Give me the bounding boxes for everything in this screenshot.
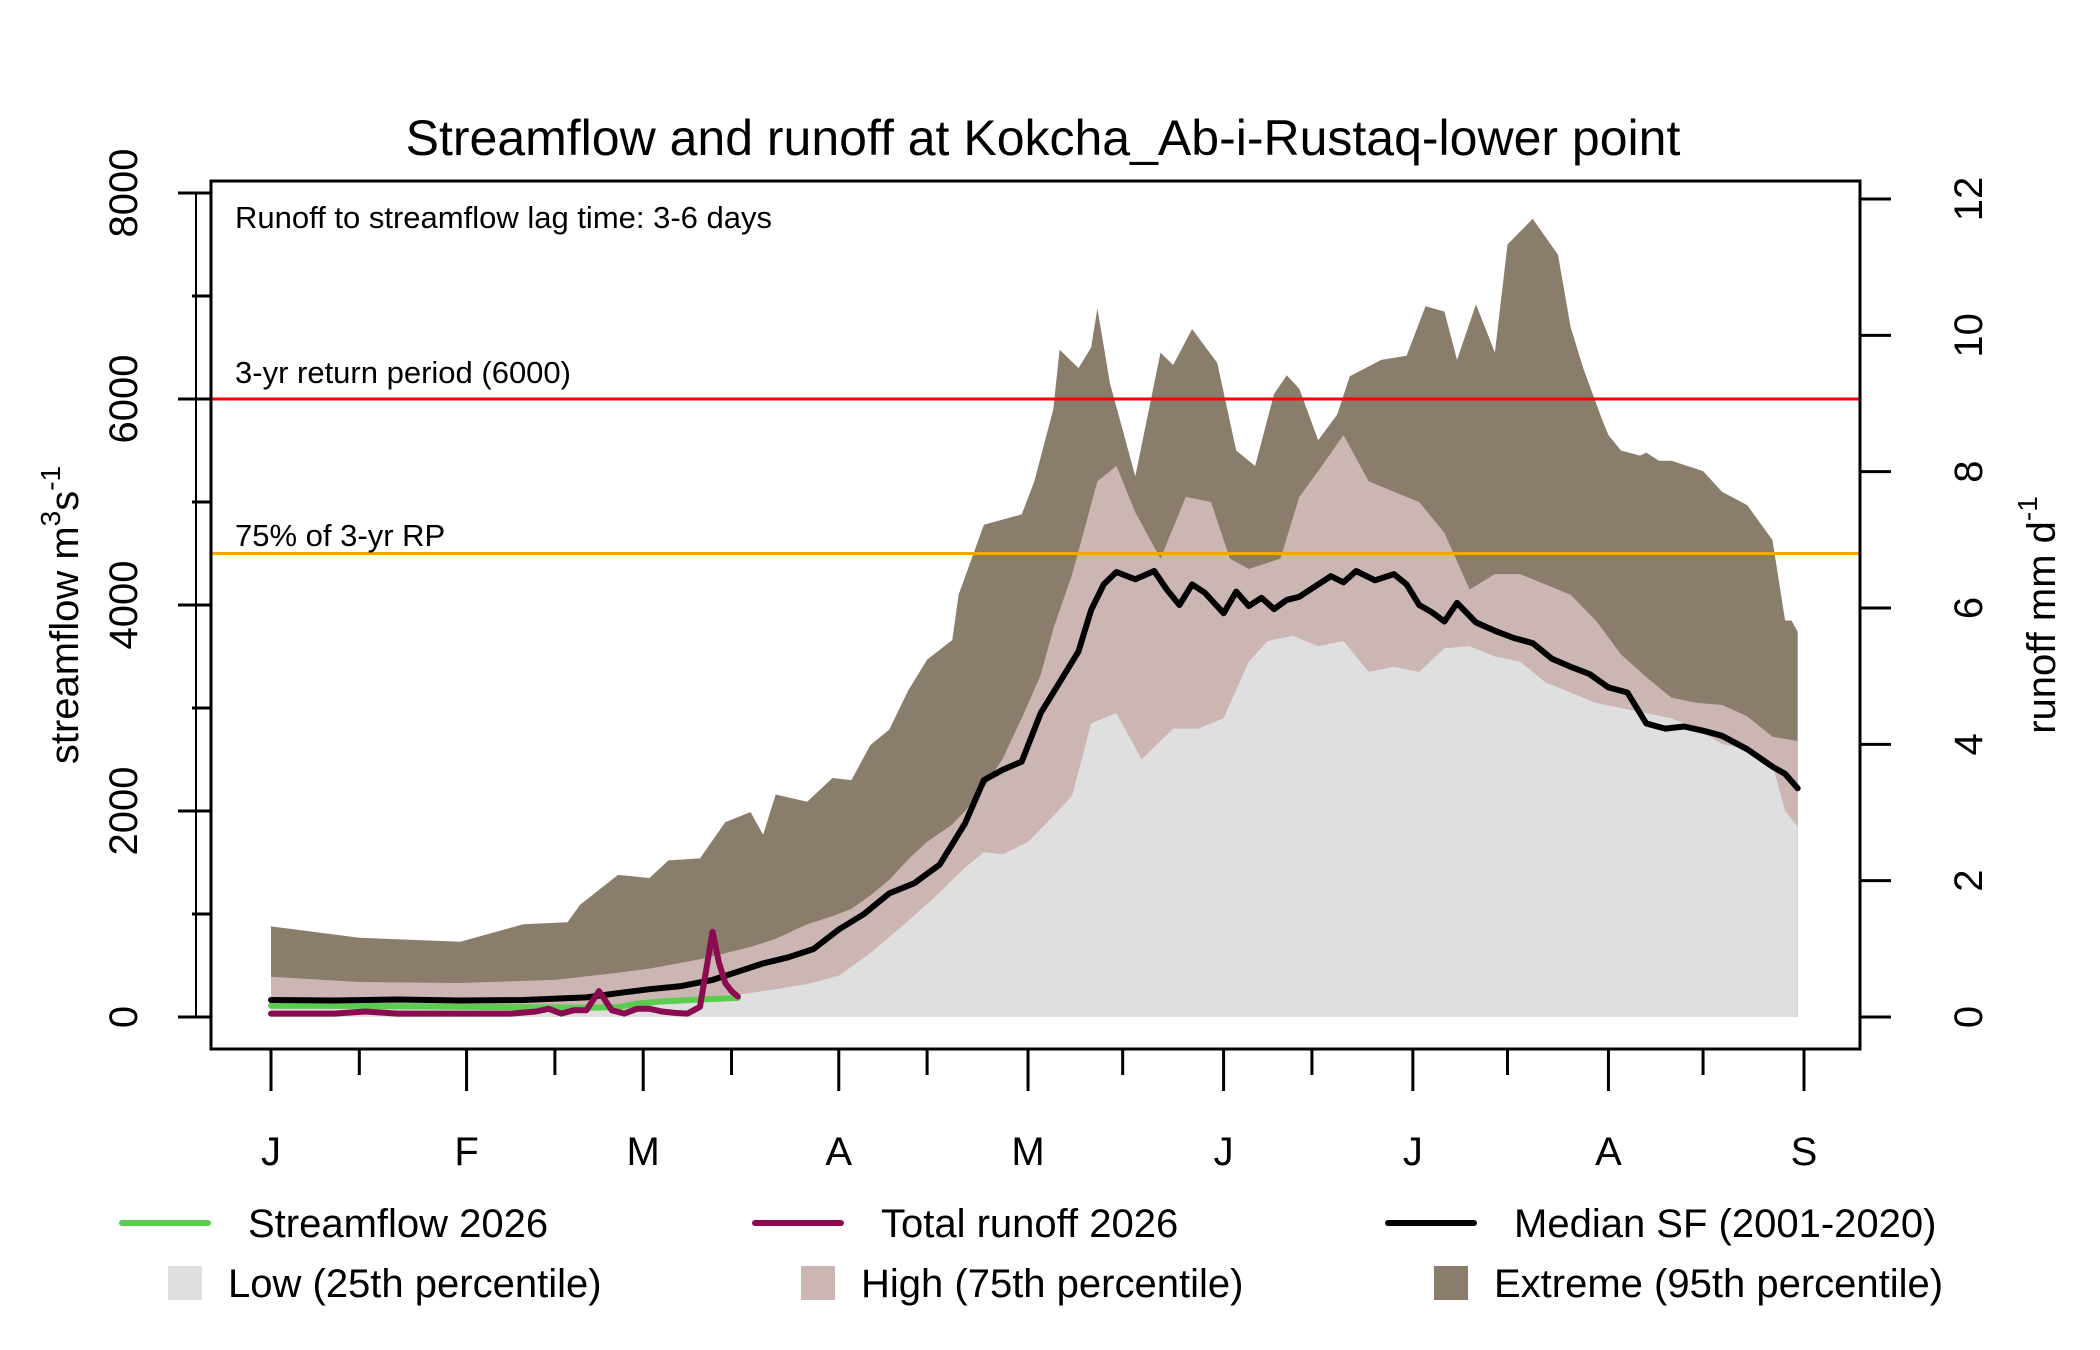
right-tick-label: 4 bbox=[1947, 733, 1991, 755]
right-tick-label: 10 bbox=[1947, 313, 1991, 358]
month-label: M bbox=[627, 1130, 660, 1174]
rp75-label: 75% of 3-yr RP bbox=[235, 518, 445, 553]
left-y-axis: 0 2000 4000 6000 8000 bbox=[102, 149, 211, 1028]
left-tick-label: 8000 bbox=[102, 149, 146, 238]
right-axis-label: runoff mm d-1 bbox=[2012, 496, 2064, 734]
legend-label-total-runoff-2026: Total runoff 2026 bbox=[881, 1202, 1178, 1246]
legend-swatch-low-25th-percentile bbox=[168, 1266, 202, 1300]
month-label: J bbox=[1403, 1130, 1423, 1174]
month-label: J bbox=[261, 1130, 281, 1174]
plot-area bbox=[212, 218, 1859, 1018]
left-tick-label: 0 bbox=[102, 1006, 146, 1028]
legend-swatch-high-75th-percentile bbox=[801, 1266, 835, 1300]
month-label: S bbox=[1791, 1130, 1818, 1174]
plot-frame bbox=[209, 179, 1862, 1051]
right-tick-label: 0 bbox=[1947, 1006, 1991, 1028]
left-axis-label: streamflow m3s-1 bbox=[35, 466, 87, 764]
legend: Streamflow 2026 Total runoff 2026 Median S… bbox=[119, 1202, 1943, 1306]
left-tick-label: 6000 bbox=[102, 355, 146, 444]
median-sf-line bbox=[268, 568, 1801, 1004]
legend-label-high-75th-percentile: High (75th percentile) bbox=[861, 1262, 1243, 1306]
right-y-axis: 0 2 4 6 8 10 12 bbox=[1860, 177, 1991, 1028]
month-label: M bbox=[1011, 1130, 1044, 1174]
chart-title: Streamflow and runoff at Kokcha_Ab-i-Rus… bbox=[406, 110, 1681, 166]
right-tick-label: 6 bbox=[1947, 597, 1991, 619]
right-tick-label: 2 bbox=[1947, 870, 1991, 892]
legend-label-streamflow-2026: Streamflow 2026 bbox=[248, 1202, 548, 1246]
runoff-2026-line bbox=[268, 928, 741, 1017]
legend-swatch-extreme-95th-percentile bbox=[1434, 1266, 1468, 1300]
low-band bbox=[271, 635, 1798, 1017]
month-label: J bbox=[1214, 1130, 1234, 1174]
month-label: F bbox=[454, 1130, 478, 1174]
month-label: A bbox=[825, 1130, 852, 1174]
month-label: A bbox=[1595, 1130, 1622, 1174]
left-tick-label: 2000 bbox=[102, 767, 146, 856]
legend-label-extreme-95th-percentile: Extreme (95th percentile) bbox=[1494, 1262, 1943, 1306]
legend-label-median-sf-2001-2020: Median SF (2001-2020) bbox=[1514, 1202, 1936, 1246]
right-tick-label: 8 bbox=[1947, 461, 1991, 483]
return-period-label: 3-yr return period (6000) bbox=[235, 355, 571, 390]
right-tick-label: 12 bbox=[1947, 177, 1991, 222]
left-tick-label: 4000 bbox=[102, 561, 146, 650]
streamflow-2026-line bbox=[268, 994, 741, 1011]
lag-time-annotation: Runoff to streamflow lag time: 3-6 days bbox=[235, 200, 772, 235]
legend-label-low-25th-percentile: Low (25th percentile) bbox=[228, 1262, 602, 1306]
